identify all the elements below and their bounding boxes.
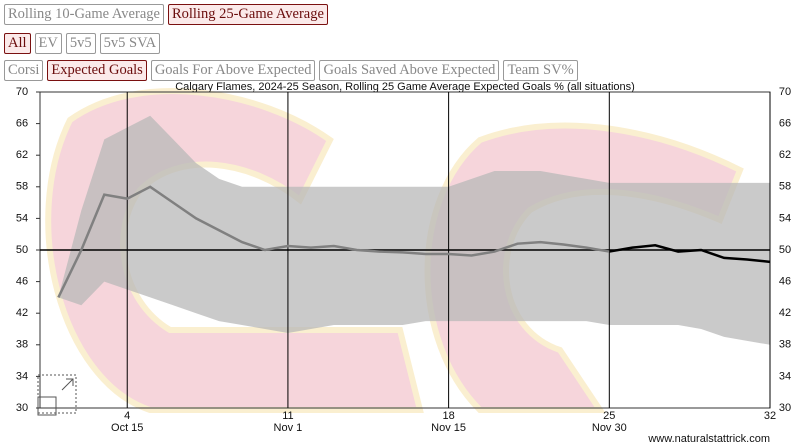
y2-tick-label: 42 [779, 307, 791, 319]
x-date-label: Nov 1 [274, 422, 303, 434]
toggle-button[interactable]: Team SV% [503, 60, 578, 81]
button-row: Corsi Expected Goals Goals For Above Expec… [4, 60, 578, 81]
button-row: All EV 5v5 5v5 SVA [4, 33, 161, 54]
x-date-label: Nov 30 [592, 422, 627, 434]
y-tick-label: 58 [16, 181, 28, 193]
x-date-label: Oct 15 [111, 422, 143, 434]
rolling-line [609, 243, 771, 264]
y2-tick-label: 38 [779, 339, 791, 351]
y-tick-label: 34 [16, 370, 28, 382]
expand-icon[interactable] [37, 374, 77, 416]
x-date-label: Nov 15 [431, 422, 466, 434]
toggle-button[interactable]: All [4, 33, 31, 54]
y-tick-label: 50 [16, 244, 28, 256]
y-tick-label: 30 [16, 402, 28, 414]
toggle-button[interactable]: Goals For Above Expected [150, 60, 316, 81]
button-row: Rolling 10-Game Average Rolling 25-Game A… [4, 4, 328, 25]
y2-tick-label: 54 [779, 212, 791, 224]
y2-tick-label: 50 [779, 244, 791, 256]
x-tick-label: 32 [764, 410, 776, 422]
toggle-button[interactable]: 5v5 [65, 33, 96, 54]
y-tick-label: 46 [16, 276, 28, 288]
toggle-button[interactable]: Corsi [4, 60, 44, 81]
toggle-button[interactable]: Rolling 10-Game Average [4, 4, 164, 25]
y-tick-label: 42 [16, 307, 28, 319]
y-tick-label: 38 [16, 339, 28, 351]
y-tick-label: 70 [16, 86, 28, 98]
toggle-button[interactable]: Goals Saved Above Expected [319, 60, 500, 81]
y2-tick-label: 46 [779, 276, 791, 288]
y2-tick-label: 58 [779, 181, 791, 193]
y2-tick-label: 62 [779, 149, 791, 161]
y-tick-label: 62 [16, 149, 28, 161]
toggle-button[interactable]: Expected Goals [47, 60, 147, 81]
chart-title: Calgary Flames, 2024-25 Season, Rolling … [175, 81, 635, 93]
x-tick-label: 4 [124, 410, 130, 422]
confidence-band [58, 115, 770, 345]
y-tick-label: 54 [16, 212, 28, 224]
x-tick-label: 18 [442, 410, 454, 422]
rolling-line [57, 185, 610, 298]
y2-tick-label: 70 [779, 86, 791, 98]
toggle-button[interactable]: Rolling 25-Game Average [167, 4, 328, 25]
y-tick-label: 66 [16, 118, 28, 130]
y2-tick-label: 34 [779, 370, 791, 382]
toggle-button[interactable]: 5v5 SVA [99, 33, 161, 54]
y2-tick-label: 66 [779, 118, 791, 130]
x-tick-label: 25 [603, 410, 615, 422]
y2-tick-label: 30 [779, 402, 791, 414]
watermark: www.naturalstattrick.com [647, 433, 770, 445]
x-tick-label: 11 [282, 410, 293, 422]
toggle-button[interactable]: EV [34, 33, 62, 54]
